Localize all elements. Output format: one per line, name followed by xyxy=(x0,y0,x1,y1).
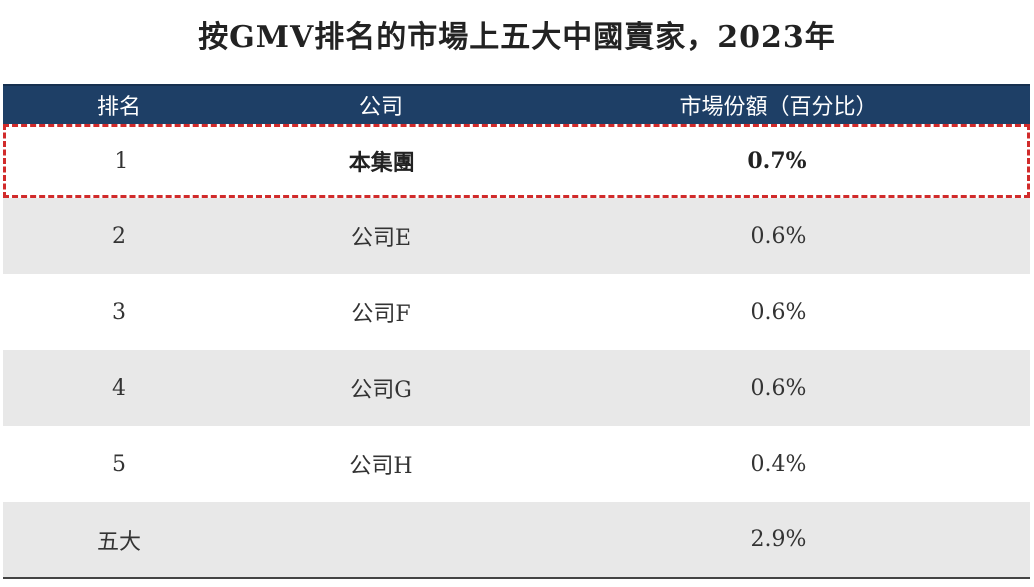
rank-cell: 4 xyxy=(112,375,126,401)
rank-cell: 3 xyxy=(112,299,126,325)
share-cell: 0.6% xyxy=(750,299,807,325)
table-row: 2 公司E 0.6% xyxy=(3,198,1030,274)
rank-cell: 五大 xyxy=(96,529,141,555)
market-share-table: 排名 公司 市場份額（百分比） 1 本集團 0.7% 2 公司E 0.6% 3 … xyxy=(3,84,1030,579)
share-cell: 0.6% xyxy=(750,375,807,401)
header-market-share: 市場份額（百分比） xyxy=(679,95,878,120)
chart-title: 按GMV排名的市場上五大中國賣家，2023年 xyxy=(198,20,836,55)
company-cell: 本集團 xyxy=(348,151,415,176)
table-row-total: 五大 2.9% xyxy=(3,502,1030,579)
share-cell: 0.7% xyxy=(747,148,807,174)
company-cell: 公司G xyxy=(350,378,412,403)
rank-cell: 1 xyxy=(114,148,129,174)
table-row: 4 公司G 0.6% xyxy=(3,350,1030,426)
table-row-highlighted: 1 本集團 0.7% xyxy=(3,124,1030,198)
header-company: 公司 xyxy=(358,95,403,120)
company-cell: 公司F xyxy=(351,302,411,327)
table-row: 5 公司H 0.4% xyxy=(3,426,1030,502)
share-cell: 0.6% xyxy=(750,223,807,249)
share-cell: 0.4% xyxy=(750,451,807,477)
company-cell: 公司H xyxy=(349,454,413,479)
company-cell: 公司E xyxy=(350,226,412,251)
rank-cell: 5 xyxy=(112,451,126,477)
header-rank: 排名 xyxy=(96,95,141,120)
rank-cell: 2 xyxy=(112,223,126,249)
table-row: 3 公司F 0.6% xyxy=(3,274,1030,350)
share-cell: 2.9% xyxy=(750,527,807,552)
table-header: 排名 公司 市場份額（百分比） xyxy=(3,84,1030,124)
